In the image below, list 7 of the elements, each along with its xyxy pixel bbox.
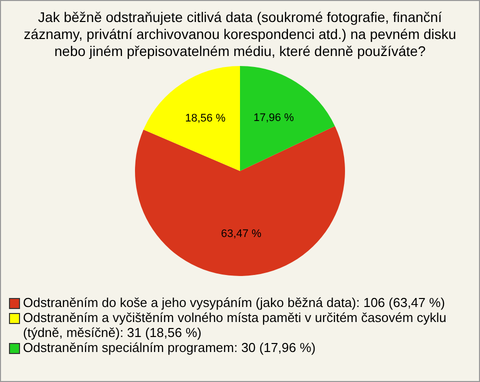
data-label: 17,96 % xyxy=(254,112,294,124)
legend-label: Odstraněním do koše a jeho vysypáním (jako běžná data): 106 (63,47 %) xyxy=(23,295,446,310)
chart-title: Jak běžně odstraňujete citlivá data (soukromé fotografie, finanční záznamy, privátní archivovanou korespondenci atd.) na pevném disku nebo jiném přepisovatelném médiu, které denně používáte? xyxy=(22,8,458,60)
data-label: 63,47 % xyxy=(221,228,262,240)
legend-label: Odstraněním a vyčištěním volného místa paměti v určitém časovém cyklu (týdně, měsíčně): 31 (18,56 %) xyxy=(23,310,448,340)
legend-label: Odstraněním speciálním programem: 30 (17,96 %) xyxy=(23,340,316,355)
data-label: 18,56 % xyxy=(185,112,226,124)
